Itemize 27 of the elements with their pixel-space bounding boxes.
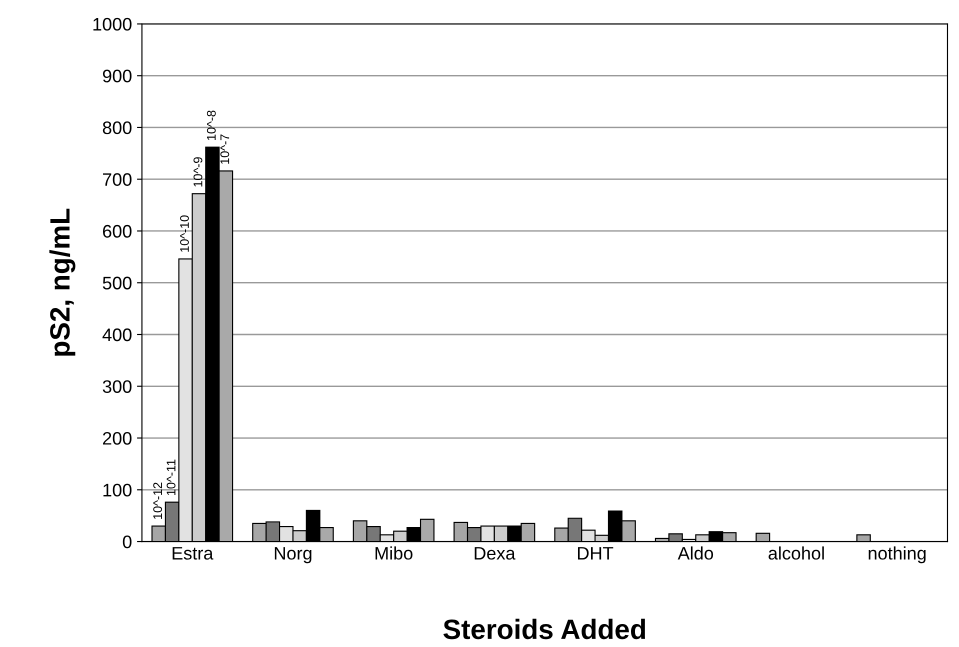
x-tick-label: alcohol	[768, 546, 824, 560]
y-tick-label: 300	[102, 380, 132, 393]
y-tick-label: 200	[102, 432, 132, 445]
text: 10^-12	[153, 482, 162, 519]
y-tick-label: 500	[102, 276, 132, 290]
x-tick-label: Estra	[172, 547, 214, 560]
y-tick-label: 1000	[93, 18, 132, 31]
x-tick-label: Norg	[274, 547, 312, 564]
y-axis-title: pS2, ng/mL	[49, 208, 76, 356]
y-tick-label: 400	[102, 328, 132, 342]
x-axis-title: Steroids Added	[443, 618, 645, 640]
y-tick-label: 600	[103, 224, 132, 238]
y-tick-label: 900	[102, 70, 132, 82]
text: 10^-11	[166, 460, 176, 496]
y-tick-label: 800	[102, 121, 132, 134]
y-tick-label: 700	[103, 173, 132, 186]
text: 10^-8	[206, 110, 216, 140]
y-tick-label: 100	[103, 484, 132, 496]
x-tick-label: DHT	[578, 547, 614, 560]
text: 10^-7	[220, 134, 230, 164]
text: 10^-10	[180, 215, 189, 252]
x-tick-label: Mibo	[376, 546, 412, 560]
x-tick-label: Aldo	[678, 546, 714, 560]
x-tick-label: Dexa	[474, 547, 516, 560]
y-tick-label: 0	[122, 535, 132, 548]
x-tick-label: nothing	[868, 546, 926, 564]
text: 10^-9	[193, 157, 202, 187]
